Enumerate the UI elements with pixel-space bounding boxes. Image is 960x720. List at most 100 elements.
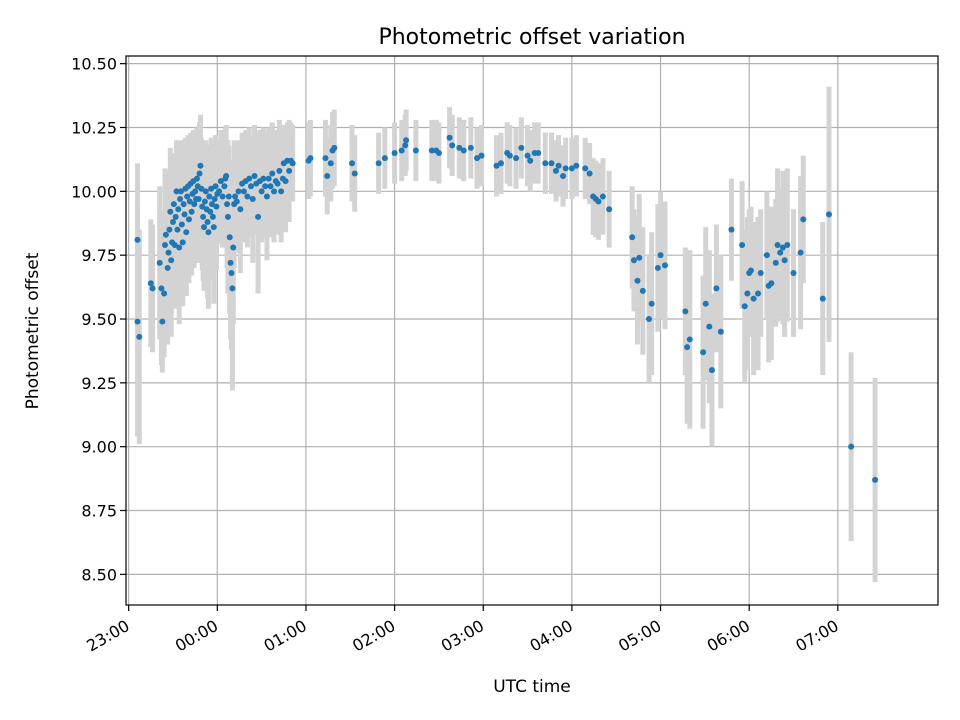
data-point: [797, 249, 804, 256]
data-point: [223, 173, 230, 180]
data-point: [173, 188, 180, 195]
data-point: [201, 198, 208, 205]
data-point: [269, 170, 276, 177]
data-point: [573, 162, 580, 169]
x-tick-label: 00:00: [172, 616, 221, 656]
data-point: [307, 155, 314, 162]
data-point: [552, 167, 559, 174]
data-point: [184, 193, 191, 200]
data-point: [271, 188, 278, 195]
data-points: [134, 134, 879, 483]
data-point: [177, 188, 184, 195]
data-point: [183, 229, 190, 236]
data-point: [286, 167, 293, 174]
data-point: [197, 162, 204, 169]
data-point: [208, 201, 215, 208]
data-point: [230, 244, 237, 251]
data-point: [513, 155, 520, 162]
data-point: [224, 201, 231, 208]
data-point: [456, 144, 463, 151]
data-point: [755, 290, 762, 297]
data-point: [180, 201, 187, 208]
data-point: [156, 259, 163, 266]
data-point: [562, 165, 569, 172]
data-point: [518, 144, 525, 151]
data-point: [599, 193, 606, 200]
data-point: [568, 165, 575, 172]
data-point: [244, 193, 251, 200]
x-tick-label: 02:00: [349, 616, 398, 656]
data-point: [402, 142, 409, 149]
data-point: [232, 193, 239, 200]
data-point: [159, 318, 166, 325]
data-point: [784, 241, 791, 248]
data-point: [324, 173, 331, 180]
data-point: [162, 241, 169, 248]
data-point: [629, 234, 636, 241]
x-tick-label: 01:00: [261, 616, 310, 656]
data-point: [276, 167, 283, 174]
data-point: [700, 349, 707, 356]
data-point: [240, 188, 247, 195]
data-point: [134, 318, 141, 325]
data-point: [819, 295, 826, 302]
data-point: [185, 216, 192, 223]
data-point: [181, 211, 188, 218]
data-point: [648, 300, 655, 307]
x-tick-label: 04:00: [526, 616, 575, 656]
x-axis-label: UTC time: [493, 677, 571, 697]
data-point: [267, 183, 274, 190]
data-point: [247, 183, 254, 190]
x-tick-label: 03:00: [438, 616, 487, 656]
data-point: [702, 300, 709, 307]
data-point: [848, 443, 855, 450]
data-point: [176, 244, 183, 251]
plot-frame: [125, 55, 939, 606]
data-point: [474, 155, 481, 162]
x-axis-ticks: 23:00 00:00 01:00 02:00 03:00 04:00 05:00 06:00…: [83, 605, 842, 656]
data-point: [172, 213, 179, 220]
data-point: [398, 147, 405, 154]
data-point: [684, 344, 691, 351]
data-point: [199, 203, 206, 210]
data-point: [179, 239, 186, 246]
data-point: [158, 285, 165, 292]
data-point: [322, 155, 329, 162]
y-tick-label: 10.00: [71, 182, 117, 201]
data-point: [204, 218, 211, 225]
data-point: [747, 267, 754, 274]
data-point: [278, 188, 285, 195]
data-point: [435, 150, 442, 157]
data-point: [216, 188, 223, 195]
data-point: [161, 290, 168, 297]
data-point: [449, 142, 456, 149]
data-point: [177, 195, 184, 202]
data-point: [548, 160, 555, 167]
data-point: [233, 198, 240, 205]
data-point: [219, 193, 226, 200]
data-point: [235, 188, 242, 195]
data-point: [630, 257, 637, 264]
data-point: [713, 285, 720, 292]
data-point: [391, 150, 398, 157]
data-point: [639, 287, 646, 294]
y-tick-label: 8.75: [81, 502, 117, 521]
data-point: [224, 213, 231, 220]
data-point: [606, 206, 613, 213]
data-point: [228, 270, 235, 277]
data-point: [206, 193, 213, 200]
data-point: [212, 183, 219, 190]
data-point: [800, 216, 807, 223]
data-point: [209, 213, 216, 220]
y-tick-label: 9.50: [81, 310, 117, 329]
data-point: [728, 226, 735, 233]
data-point: [774, 241, 781, 248]
data-point: [682, 308, 689, 315]
data-point: [221, 183, 228, 190]
data-point: [327, 160, 334, 167]
data-point: [497, 160, 504, 167]
data-point: [226, 234, 233, 241]
y-tick-label: 9.75: [81, 246, 117, 265]
data-point: [265, 175, 272, 182]
